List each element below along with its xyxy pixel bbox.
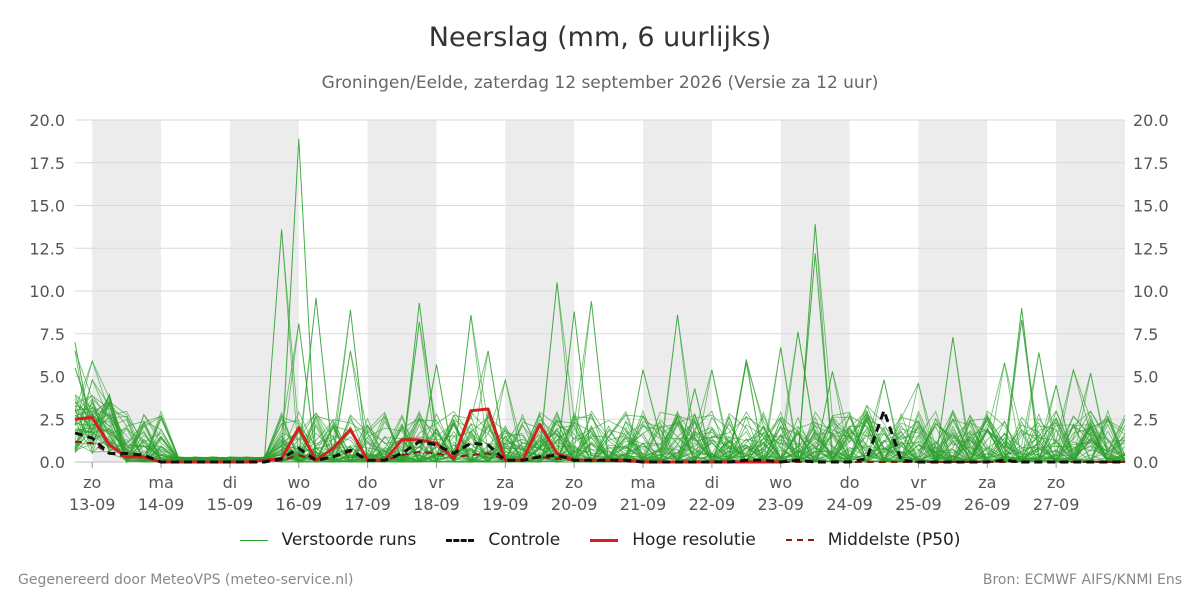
- x-tick-date-7: 20-09: [551, 495, 598, 514]
- x-tick-day-2: di: [223, 473, 238, 492]
- x-tick-date-4: 17-09: [344, 495, 391, 514]
- y-tick-label-left-8: 20.0: [29, 111, 65, 130]
- x-tick-date-9: 22-09: [689, 495, 736, 514]
- y-tick-label-left-5: 12.5: [29, 239, 65, 258]
- series-line-control: [74, 409, 1125, 464]
- legend-label-ensemble: Verstoorde runs: [281, 530, 417, 550]
- x-tick-date-6: 19-09: [482, 495, 529, 514]
- legend-label-hires: Hoge resolutie: [632, 530, 756, 550]
- legend-item-median[interactable]: Middelste (P50): [785, 530, 961, 550]
- x-tick-day-10: wo: [769, 473, 792, 492]
- y-tick-label-right-7: 17.5: [1133, 154, 1169, 173]
- legend-label-median: Middelste (P50): [827, 530, 961, 550]
- x-tick-date-11: 24-09: [826, 495, 873, 514]
- legend-swatch-median: [785, 539, 814, 541]
- x-tick-date-5: 18-09: [413, 495, 460, 514]
- x-tick-date-10: 23-09: [757, 495, 804, 514]
- x-tick-day-0: zo: [83, 473, 101, 492]
- y-tick-label-left-3: 7.5: [40, 325, 65, 344]
- x-tick-day-6: za: [496, 473, 514, 492]
- x-tick-date-14: 27-09: [1033, 495, 1080, 514]
- x-tick-day-9: di: [705, 473, 720, 492]
- footer-generated-by: Gegenereerd door MeteoVPS (meteo-service…: [18, 572, 354, 588]
- y-tick-label-left-6: 15.0: [29, 197, 65, 216]
- x-tick-day-7: zo: [565, 473, 583, 492]
- x-axis: zo 13-09 ma 14-09 di 15-09 wo 16-09 do 17-09 vr 18-…: [69, 462, 1079, 514]
- x-tick-day-12: vr: [910, 473, 926, 492]
- x-tick-day-14: zo: [1047, 473, 1065, 492]
- footer-source: Bron: ECMWF AIFS/KNMI Ens: [982, 572, 1182, 588]
- main-series: [74, 407, 1125, 464]
- ensemble-run-49: [74, 337, 1126, 464]
- y-tick-label-right-3: 7.5: [1133, 325, 1158, 344]
- y-tick-label-right-8: 20.0: [1133, 111, 1169, 130]
- y-tick-label-right-1: 2.5: [1133, 410, 1158, 429]
- y-tick-label-left-7: 17.5: [29, 154, 65, 173]
- y-tick-label-right-0: 0.0: [1133, 453, 1158, 472]
- x-tick-date-3: 16-09: [276, 495, 323, 514]
- chart-title: Neerslag (mm, 6 uurlijks): [428, 22, 772, 53]
- x-tick-date-12: 25-09: [895, 495, 942, 514]
- legend-label-control: Controle: [488, 530, 561, 550]
- legend-item-ensemble[interactable]: Verstoorde runs: [239, 530, 417, 550]
- x-tick-day-13: za: [978, 473, 996, 492]
- legend-swatch-control: [446, 538, 475, 542]
- x-tick-date-1: 14-09: [138, 495, 185, 514]
- legend-swatch-ensemble: [239, 539, 268, 541]
- y-tick-label-right-4: 10.0: [1133, 282, 1169, 301]
- x-tick-day-8: ma: [630, 473, 655, 492]
- y-axis-left: 0.0 2.5 5.0 7.5 10.0 12.5 15.0 17.5 20.0: [29, 111, 65, 472]
- x-tick-day-1: ma: [148, 473, 173, 492]
- x-tick-date-2: 15-09: [207, 495, 254, 514]
- ensemble-run-44: [74, 253, 1126, 464]
- y-tick-label-left-2: 5.0: [40, 368, 65, 387]
- y-tick-label-left-1: 2.5: [40, 410, 65, 429]
- y-axis-right: 0.0 2.5 5.0 7.5 10.0 12.5 15.0 17.5 20.0: [1133, 111, 1169, 472]
- x-tick-day-11: do: [840, 473, 860, 492]
- x-tick-date-8: 21-09: [620, 495, 667, 514]
- legend: Verstoorde runs Controle Hoge resolutie …: [0, 530, 1200, 550]
- chart-subtitle: Groningen/Eelde, zaterdag 12 september 2…: [321, 73, 879, 93]
- y-tick-label-right-2: 5.0: [1133, 368, 1158, 387]
- x-tick-day-5: vr: [428, 473, 444, 492]
- x-tick-day-4: do: [358, 473, 378, 492]
- y-tick-label-right-5: 12.5: [1133, 239, 1169, 258]
- legend-item-hires[interactable]: Hoge resolutie: [590, 530, 756, 550]
- y-tick-label-left-0: 0.0: [40, 453, 65, 472]
- x-tick-day-3: wo: [287, 473, 310, 492]
- ensemble-run-48: [74, 382, 1126, 464]
- x-tick-date-0: 13-09: [69, 495, 116, 514]
- x-tick-date-13: 26-09: [964, 495, 1011, 514]
- legend-swatch-hires: [590, 538, 619, 542]
- legend-item-control[interactable]: Controle: [446, 530, 560, 550]
- y-tick-label-right-6: 15.0: [1133, 197, 1169, 216]
- y-tick-label-left-4: 10.0: [29, 282, 65, 301]
